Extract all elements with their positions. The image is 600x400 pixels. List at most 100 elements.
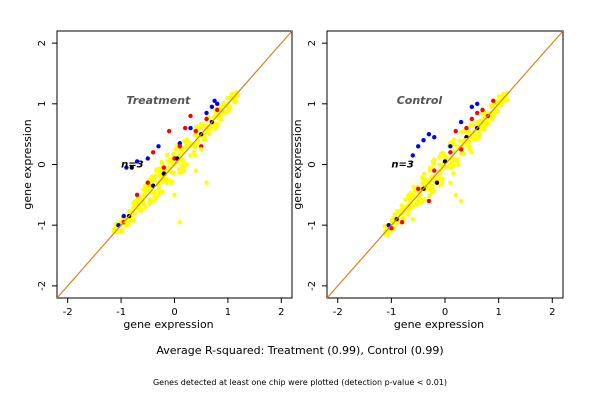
density-dot	[233, 98, 239, 104]
sample-size-label: n=3	[121, 160, 143, 171]
data-point	[156, 144, 161, 149]
density-dot	[489, 104, 494, 109]
density-dot	[451, 137, 457, 142]
density-dot	[451, 148, 456, 154]
density-dot	[213, 111, 219, 116]
density-band	[382, 90, 510, 237]
density-dot	[412, 188, 418, 194]
density-dot	[148, 198, 154, 203]
data-point	[415, 186, 421, 191]
density-dot	[451, 170, 456, 176]
x-tick-label: 2	[278, 307, 284, 318]
data-point	[134, 159, 140, 164]
density-dot	[201, 137, 207, 142]
density-dot	[164, 152, 170, 158]
density-dot	[393, 212, 398, 217]
x-tick-label: -2	[333, 307, 343, 318]
plot-area	[57, 31, 292, 298]
x-tick-label: -2	[63, 307, 73, 318]
series-2	[389, 98, 496, 231]
y-tick-label: 2	[307, 40, 318, 46]
series-1	[386, 101, 480, 228]
y-tick-label: 0	[37, 161, 48, 167]
data-point	[188, 113, 193, 119]
density-dot	[207, 126, 213, 131]
data-point	[415, 144, 421, 149]
data-point	[448, 180, 453, 185]
data-point	[480, 107, 485, 113]
density-dot	[177, 170, 182, 176]
density-dot	[171, 170, 176, 175]
y-tick-label: -1	[307, 220, 318, 230]
data-point	[434, 180, 440, 185]
data-point	[134, 192, 140, 198]
data-point	[474, 110, 480, 116]
density-dot	[150, 191, 155, 196]
density-dot	[161, 179, 166, 185]
data-point	[458, 198, 464, 204]
data-point	[177, 219, 183, 225]
data-point	[129, 165, 134, 170]
y-tick-label: -2	[307, 281, 318, 291]
density-dot	[480, 124, 485, 129]
density-dot	[443, 154, 448, 159]
data-point	[410, 216, 416, 222]
density-dot	[194, 140, 200, 146]
density-dot	[142, 190, 147, 195]
scatter-panel-2: -2 -1 0 1 2 -2 -1 0 1 2 gene expression gene expres…	[291, 30, 564, 331]
x-tick-label: 2	[549, 307, 555, 318]
data-point	[166, 128, 172, 134]
density-dot	[192, 152, 198, 158]
data-point	[432, 134, 437, 140]
density-dot	[427, 193, 432, 199]
data-point	[215, 101, 220, 107]
data-point	[161, 165, 167, 170]
density-dot	[463, 141, 469, 147]
density-dot	[181, 159, 186, 165]
density-dot	[459, 130, 464, 135]
density-dot	[227, 104, 233, 110]
reference-line	[327, 31, 563, 298]
density-dot	[143, 204, 148, 210]
data-point	[458, 119, 464, 125]
data-point	[453, 192, 458, 198]
data-point	[426, 131, 432, 137]
data-point	[121, 213, 126, 219]
x-tick-label: 1	[495, 307, 501, 318]
data-point	[421, 138, 426, 143]
panel-title: Control	[397, 94, 443, 107]
data-point	[150, 150, 156, 155]
x-tick-label: -1	[386, 307, 396, 318]
data-point	[469, 104, 475, 110]
data-point	[204, 116, 209, 122]
data-point	[448, 144, 453, 149]
series-2	[121, 107, 220, 225]
density-dot	[427, 186, 432, 191]
density-dot	[153, 173, 158, 179]
y-tick-label: 1	[307, 101, 318, 107]
data-point	[199, 144, 204, 149]
y-tick-label: -1	[37, 220, 48, 230]
x-tick-label: 0	[442, 307, 448, 318]
density-dot	[451, 163, 457, 168]
density-dot	[405, 212, 411, 217]
x-tick-label: 0	[171, 307, 177, 318]
data-point	[453, 128, 458, 134]
data-point	[204, 110, 209, 116]
density-dot	[422, 171, 427, 176]
density-dot	[468, 134, 474, 139]
density-dot	[459, 151, 464, 156]
density-dot	[456, 162, 461, 167]
density-dot	[154, 168, 159, 173]
x-axis-title: gene expression	[394, 318, 484, 331]
data-point	[156, 192, 161, 198]
density-dot	[156, 187, 161, 192]
density-dot	[457, 138, 462, 143]
plot-area	[327, 31, 563, 298]
density-dot	[408, 204, 414, 209]
density-dot	[212, 126, 217, 131]
scatter-panel-1: -2 -1 0 1 2 -2 -1 0 1 2 gene expression gene expres…	[21, 30, 293, 331]
data-point	[188, 125, 193, 131]
density-dot	[465, 130, 471, 136]
